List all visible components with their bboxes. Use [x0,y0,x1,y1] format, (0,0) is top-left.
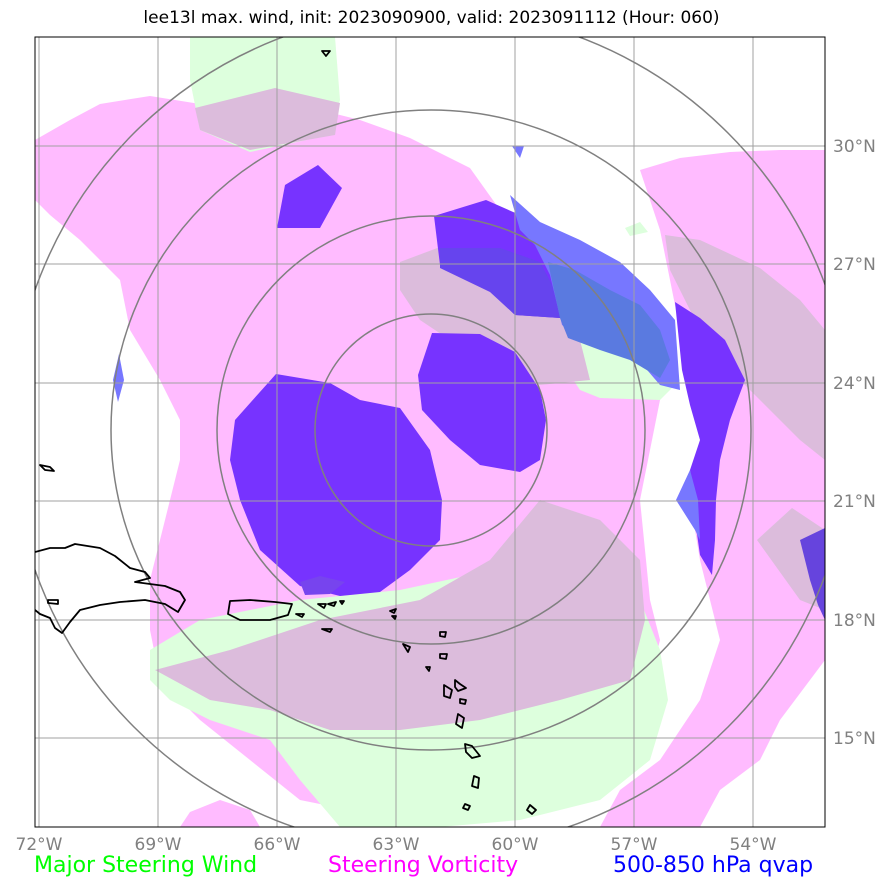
range-ring-3 [110,109,752,751]
lat-tick-labels: 30°N 27°N 24°N 21°N 18°N 15°N [833,137,876,749]
legend-qvap: 500-850 hPa qvap [613,853,814,878]
legend-steering-wind: Major Steering Wind [34,853,258,878]
lon-tick-label: 54°W [730,835,777,855]
legend-steering-vorticity: Steering Vorticity [328,853,519,878]
lat-tick-label: 27°N [833,255,876,275]
lat-tick-label: 24°N [833,374,876,394]
graticule [35,37,825,827]
lon-tick-label: 72°W [16,835,63,855]
coastlines [35,50,537,815]
lon-tick-label: 66°W [254,835,301,855]
map-title: lee13l max. wind, init: 2023090900, vali… [143,8,720,28]
lat-tick-label: 18°N [833,611,876,631]
lon-tick-labels: 72°W 69°W 66°W 63°W 60°W 57°W 54°W [16,835,777,855]
lat-tick-label: 30°N [833,137,876,157]
lat-tick-label: 15°N [833,729,876,749]
puerto-rico [227,599,293,621]
range-rings [35,37,825,827]
range-ring-1 [314,313,548,547]
lon-tick-label: 60°W [492,835,539,855]
map-frame [34,36,826,828]
hispaniola [35,543,186,634]
lon-tick-label: 57°W [611,835,658,855]
lon-tick-label: 69°W [135,835,182,855]
range-ring-2 [216,215,646,645]
lat-tick-label: 21°N [833,492,876,512]
lon-tick-label: 63°W [373,835,420,855]
